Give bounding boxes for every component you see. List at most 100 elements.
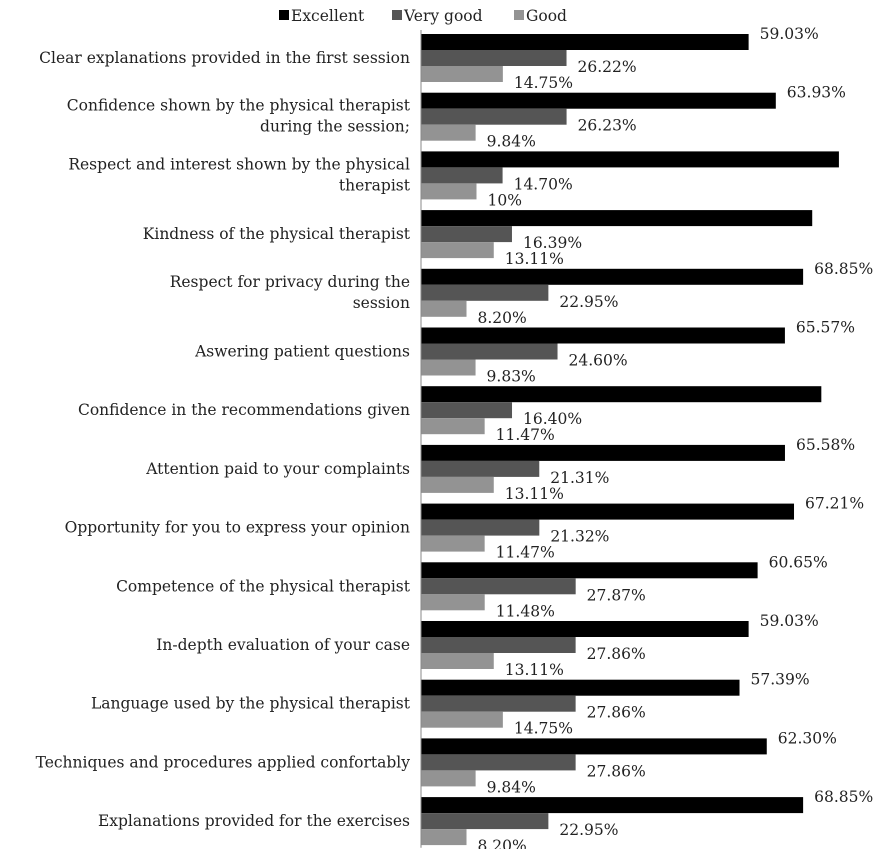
bar-very-good [421,695,576,712]
bar-good [421,594,485,611]
bar-good [421,770,476,787]
bar-good [421,359,476,376]
bar-excellent [421,503,795,520]
data-label-very-good: 22.95% [559,821,618,839]
bar-good [421,829,467,846]
data-label-very-good: 27.87% [587,586,646,604]
bar-very-good [421,754,576,771]
bar-very-good [421,50,567,66]
category-label: Aswering patient questions [194,343,410,361]
category-label: Explanations provided for the exercises [98,812,410,830]
data-label-good: 14.75% [514,74,573,92]
bar-good [421,300,467,317]
bar-very-good [421,519,540,536]
legend-label-excellent: Excellent [291,7,365,25]
data-label-very-good: 27.86% [587,645,646,663]
bar-good [421,183,477,200]
data-label-excellent: 67.21% [805,495,864,513]
category-label: session [353,294,410,312]
bar-excellent [421,797,804,814]
bar-good [421,66,503,82]
data-label-very-good: 27.86% [587,762,646,780]
bar-excellent [421,679,740,696]
category-label: Clear explanations provided in the first… [39,49,410,67]
bar-very-good [421,167,503,184]
bar-good [421,711,503,728]
data-label-very-good: 14.70% [514,175,573,193]
data-label-excellent: 62.30% [778,729,837,747]
bar-excellent [421,151,839,168]
data-label-excellent: 59.03% [760,612,819,630]
data-label-good: 13.11% [505,250,564,268]
bar-excellent [421,738,767,755]
bar-excellent [421,268,804,285]
data-label-good: 9.84% [487,778,536,796]
category-label: Confidence shown by the physical therapi… [67,97,411,115]
category-label: Techniques and procedures applied confor… [36,753,411,771]
data-label-excellent: 65.57% [796,319,855,337]
data-label-good: 13.11% [505,485,564,503]
bar-very-good [421,226,512,243]
legend-swatch-excellent [279,10,289,20]
data-label-excellent: 63.93% [787,84,846,102]
data-label-excellent: 60.65% [769,553,828,571]
data-label-very-good: 21.32% [550,528,609,546]
bar-good [421,124,476,141]
bar-very-good [421,108,567,125]
legend-swatch-very-good [392,10,402,20]
bar-good [421,653,494,669]
data-label-good: 9.83% [487,368,536,386]
bar-excellent [421,327,785,344]
bar-excellent [421,562,758,579]
category-label: during the session; [260,118,410,136]
category-label: In-depth evaluation of your case [156,636,410,654]
bars [421,34,839,846]
data-label-excellent: 59.03% [760,25,819,43]
data-label-good: 14.75% [514,720,573,738]
category-label: Respect for privacy during the [170,273,410,291]
category-label: Kindness of the physical therapist [143,225,411,243]
bar-very-good [421,284,549,301]
bar-good [421,242,494,259]
bar-excellent [421,34,749,50]
bar-very-good [421,343,558,360]
bar-excellent [421,386,822,403]
value-labels: 59.03% 26.22% 14.75% 63.93% 26.23% 9.84% 14.70… [478,25,874,849]
data-label-excellent: 65.58% [796,436,855,454]
legend: Excellent Very good Good [279,7,567,25]
bar-excellent [421,444,785,461]
category-label: Competence of the physical therapist [116,577,411,595]
category-label: therapist [339,176,411,194]
bar-very-good [421,637,576,653]
data-label-very-good: 27.86% [587,704,646,722]
category-label: Attention paid to your complaints [145,460,410,478]
data-label-excellent: 57.39% [751,671,810,689]
data-label-very-good: 22.95% [559,293,618,311]
bar-good [421,418,485,435]
data-label-good: 11.47% [496,426,555,444]
bar-good [421,535,485,552]
category-label: Opportunity for you to express your opin… [65,519,410,537]
bar-very-good [421,578,576,595]
data-label-good: 13.11% [505,661,564,679]
data-label-very-good: 16.40% [523,410,582,428]
category-label: Confidence in the recommendations given [78,401,410,419]
data-label-good: 8.20% [478,309,527,327]
data-label-very-good: 16.39% [523,234,582,252]
data-label-good: 8.20% [478,837,527,849]
bar-good [421,476,494,493]
category-label: Respect and interest shown by the physic… [68,155,410,173]
data-label-very-good: 21.31% [550,469,609,487]
bar-very-good [421,460,540,477]
legend-label-good: Good [526,7,567,25]
data-label-very-good: 26.22% [578,58,637,76]
bar-very-good [421,402,513,419]
data-label-good: 11.47% [496,544,555,562]
data-label-very-good: 24.60% [569,352,628,370]
legend-swatch-good [514,10,524,20]
data-label-good: 11.48% [496,602,555,620]
data-label-excellent: 68.85% [814,260,873,278]
category-labels: Clear explanations provided in the first… [36,49,411,830]
bar-excellent [421,92,776,109]
